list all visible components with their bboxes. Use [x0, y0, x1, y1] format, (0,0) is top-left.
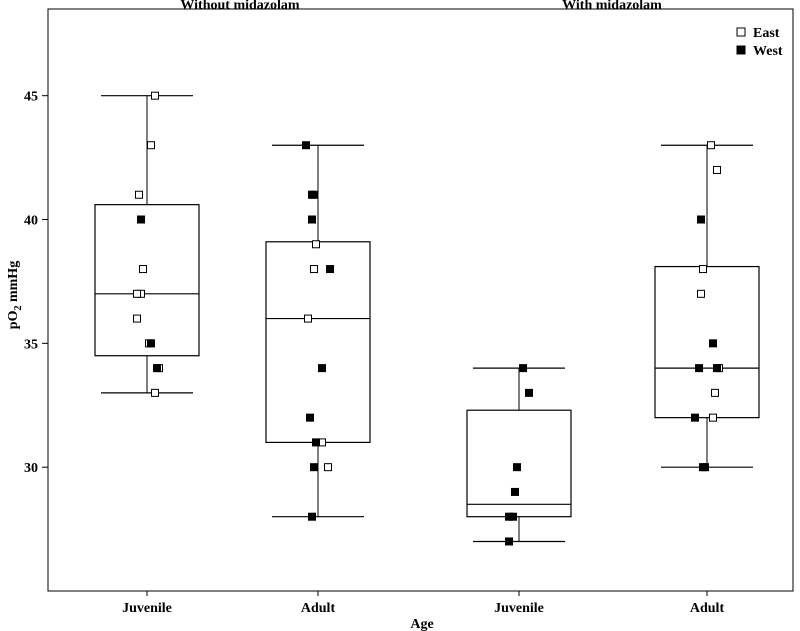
point-west: [699, 463, 707, 472]
point-east: [709, 413, 717, 422]
point-west: [511, 487, 519, 496]
y-axis-label-subscript: 2: [13, 306, 24, 311]
point-west: [513, 463, 521, 472]
x-tick-label: Adult: [301, 601, 336, 616]
point-west: [709, 339, 717, 348]
point-west: [697, 215, 705, 224]
x-tick-label: Juvenile: [122, 601, 172, 616]
point-west: [310, 463, 318, 472]
point-west: [695, 364, 703, 373]
panel-title-right: With midazolam: [562, 0, 662, 13]
point-east: [324, 463, 332, 472]
point-west: [505, 512, 513, 521]
point-east: [147, 141, 155, 150]
y-axis-label: pO2 mmHg: [6, 261, 24, 329]
point-east: [135, 190, 143, 199]
y-axis-label-unit: mmHg: [6, 261, 21, 306]
point-west: [318, 364, 326, 373]
point-east: [699, 265, 707, 274]
point-east: [139, 265, 147, 274]
point-west: [308, 190, 316, 199]
point-west: [505, 537, 513, 546]
x-axis-label: Age: [410, 617, 433, 631]
point-east: [151, 91, 159, 100]
point-west: [713, 364, 721, 373]
point-west: [525, 388, 533, 397]
legend-label: East: [753, 26, 780, 41]
point-east: [707, 141, 715, 150]
point-east: [133, 314, 141, 323]
point-west: [302, 141, 310, 150]
point-east: [697, 289, 705, 298]
point-west: [326, 265, 334, 274]
y-tick-label: 45: [24, 90, 38, 105]
x-tick-label: Adult: [690, 601, 725, 616]
point-west: [691, 413, 699, 422]
point-west: [519, 364, 527, 373]
x-axis-tick-labels: Juvenile Adult Juvenile Adult: [122, 591, 724, 616]
y-tick-label: 40: [24, 214, 38, 229]
legend-marker-east: [736, 27, 746, 37]
point-east: [151, 388, 159, 397]
legend-label: West: [753, 44, 783, 59]
point-west: [147, 339, 155, 348]
plot-frame: [47, 8, 794, 592]
box-iqr: [654, 265, 760, 419]
y-axis: 30 35 40 45: [24, 90, 48, 476]
point-west: [308, 512, 316, 521]
point-west: [308, 215, 316, 224]
point-east: [711, 388, 719, 397]
point-west: [153, 364, 161, 373]
point-east: [312, 240, 320, 249]
point-west: [312, 438, 320, 447]
boxes: [94, 95, 760, 543]
x-tick-label: Juvenile: [494, 601, 544, 616]
legend-marker-west: [736, 45, 746, 55]
panel-title-left: Without midazolam: [180, 0, 299, 13]
box-iqr: [94, 204, 200, 357]
y-axis-label-main: pO: [6, 310, 21, 329]
point-west: [306, 413, 314, 422]
data-points: [133, 91, 723, 546]
y-tick-label: 30: [24, 461, 38, 476]
point-east: [133, 289, 141, 298]
y-tick-label: 35: [24, 337, 38, 352]
legend: East West: [736, 26, 783, 59]
point-west: [137, 215, 145, 224]
point-east: [310, 265, 318, 274]
point-east: [713, 165, 721, 174]
point-east: [304, 314, 312, 323]
